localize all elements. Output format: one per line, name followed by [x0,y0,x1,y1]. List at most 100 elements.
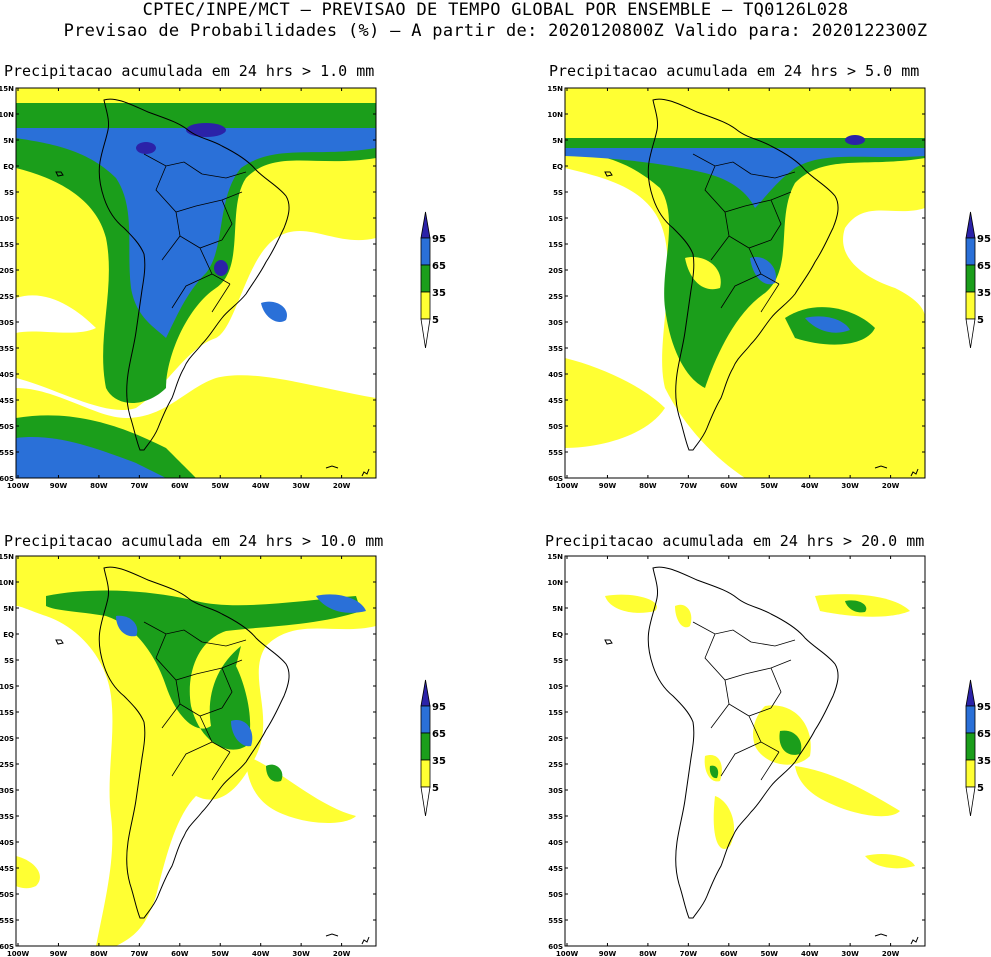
lon-label: 20W [333,482,351,490]
probability-field-2 [565,88,925,478]
lon-label: 90W [50,950,68,957]
probability-field-1 [16,88,376,478]
lat-label: 5N [3,605,14,613]
lat-label: 45S [0,397,14,405]
lat-label: 20S [548,267,563,275]
legend-level-label: 95 [977,702,991,713]
legend-level-label: 5 [432,315,439,326]
map-panel-3: 15N 10N 5N EQ 5S 10S 15S 20S 25S 30S 35S 40S 45S 50S 5… [0,554,377,957]
lat-label: 55S [548,449,563,457]
lat-label: 50S [548,423,563,431]
lon-label: 80W [639,950,657,957]
lon-label: 40W [252,482,270,490]
lon-label: 20W [333,950,351,957]
lat-label: 55S [548,917,563,925]
axis-ticks-4: 15N 10N 5N EQ 5S 10S 15S 20S 25S 30S 35S 40S 45S 50S 5… [547,554,925,957]
lat-label: EQ [552,631,563,639]
lat-label: EQ [3,163,14,171]
lon-label: 100W [7,482,30,490]
lat-label: 15N [0,554,14,561]
lon-label: 80W [90,482,108,490]
lon-label: 20W [882,482,900,490]
lat-label: 35S [548,813,563,821]
lon-label: 70W [131,950,149,957]
axis-ticks-3: 15N 10N 5N EQ 5S 10S 15S 20S 25S 30S 35S 40S 45S 50S 5… [0,554,376,957]
header-subtitle: Previsao de Probabilidades (%) — A parti… [63,21,928,41]
lon-label: 50W [761,950,779,957]
lon-label: 30W [292,482,310,490]
lat-label: 5N [3,137,14,145]
legend-level-label: 65 [977,261,991,272]
lat-label: 15N [0,85,14,93]
map-panel-1: 15N 10N 5N EQ 5S 10S 15S 20S 25S 30S 35S 40S 45S 50S 5… [0,85,377,490]
lat-label: 30S [548,787,563,795]
color-legend-2: 95 65 35 5 [965,211,991,349]
lat-label: 20S [0,735,14,743]
legend-level-label: 65 [977,729,991,740]
lat-label: 40S [548,839,563,847]
lat-label: 55S [0,449,14,457]
lon-label: 40W [801,950,819,957]
color-legend-3: 95 65 35 5 [420,679,446,817]
lon-label: 80W [90,950,108,957]
map-panel-4: 15N 10N 5N EQ 5S 10S 15S 20S 25S 30S 35S 40S 45S 50S 5… [547,554,926,957]
lat-label: 20S [0,267,14,275]
lon-label: 60W [720,950,738,957]
lat-label: 10N [547,111,563,119]
lon-label: 70W [680,482,698,490]
lat-label: 5S [4,189,14,197]
axis-ticks-1: 15N 10N 5N EQ 5S 10S 15S 20S 25S 30S 35S 40S 45S 50S 5… [0,85,376,490]
lat-label: 15S [0,241,14,249]
lat-label: 60S [548,475,563,483]
legend-level-label: 5 [977,315,984,326]
lon-label: 90W [599,950,617,957]
lat-label: 30S [0,319,14,327]
legend-level-label: 65 [432,729,446,740]
lon-label: 60W [171,950,189,957]
map-frame [15,87,377,479]
lon-label: 90W [50,482,68,490]
lon-label: 60W [720,482,738,490]
lat-label: 5S [553,189,563,197]
lat-label: 5S [4,657,14,665]
lat-label: 40S [0,371,14,379]
map-frame [15,555,377,947]
lat-label: EQ [3,631,14,639]
lon-label: 20W [882,950,900,957]
panel-3-title: Precipitacao acumulada em 24 hrs > 10.0 … [4,532,384,550]
lat-label: 25S [548,293,563,301]
lon-label: 50W [212,482,230,490]
lat-label: 25S [0,761,14,769]
legend-level-label: 35 [432,288,446,299]
legend-level-label: 5 [432,783,439,794]
legend-level-label: 35 [977,756,991,767]
lat-label: 5N [552,137,563,145]
axis-ticks-2: 15N 10N 5N EQ 5S 10S 15S 20S 25S 30S 35S 40S 45S 50S 5… [547,85,925,490]
panel-4-title: Precipitacao acumulada em 24 hrs > 20.0 … [545,532,925,550]
lat-label: 35S [0,345,14,353]
map-frame [564,555,926,947]
lon-label: 80W [639,482,657,490]
lon-label: 100W [556,950,579,957]
lon-label: 50W [212,950,230,957]
lat-label: 50S [0,423,14,431]
lat-label: 25S [0,293,14,301]
lat-label: 10S [0,215,14,223]
color-legend-1: 95 65 35 5 [420,211,446,349]
lat-label: 60S [0,475,14,483]
lat-label: 40S [548,371,563,379]
lon-label: 30W [841,482,859,490]
lon-label: 70W [131,482,149,490]
lat-label: 50S [0,891,14,899]
lat-label: 45S [0,865,14,873]
lat-label: 40S [0,839,14,847]
map-frame [564,87,926,479]
lat-label: 10N [0,579,14,587]
lat-label: 5S [553,657,563,665]
header-title: CPTEC/INPE/MCT — PREVISAO DE TEMPO GLOBA… [142,0,849,20]
lat-label: 10S [548,215,563,223]
probability-field-3 [16,556,376,946]
lat-label: 60S [0,943,14,951]
lat-label: 15N [547,554,563,561]
lat-label: 30S [0,787,14,795]
